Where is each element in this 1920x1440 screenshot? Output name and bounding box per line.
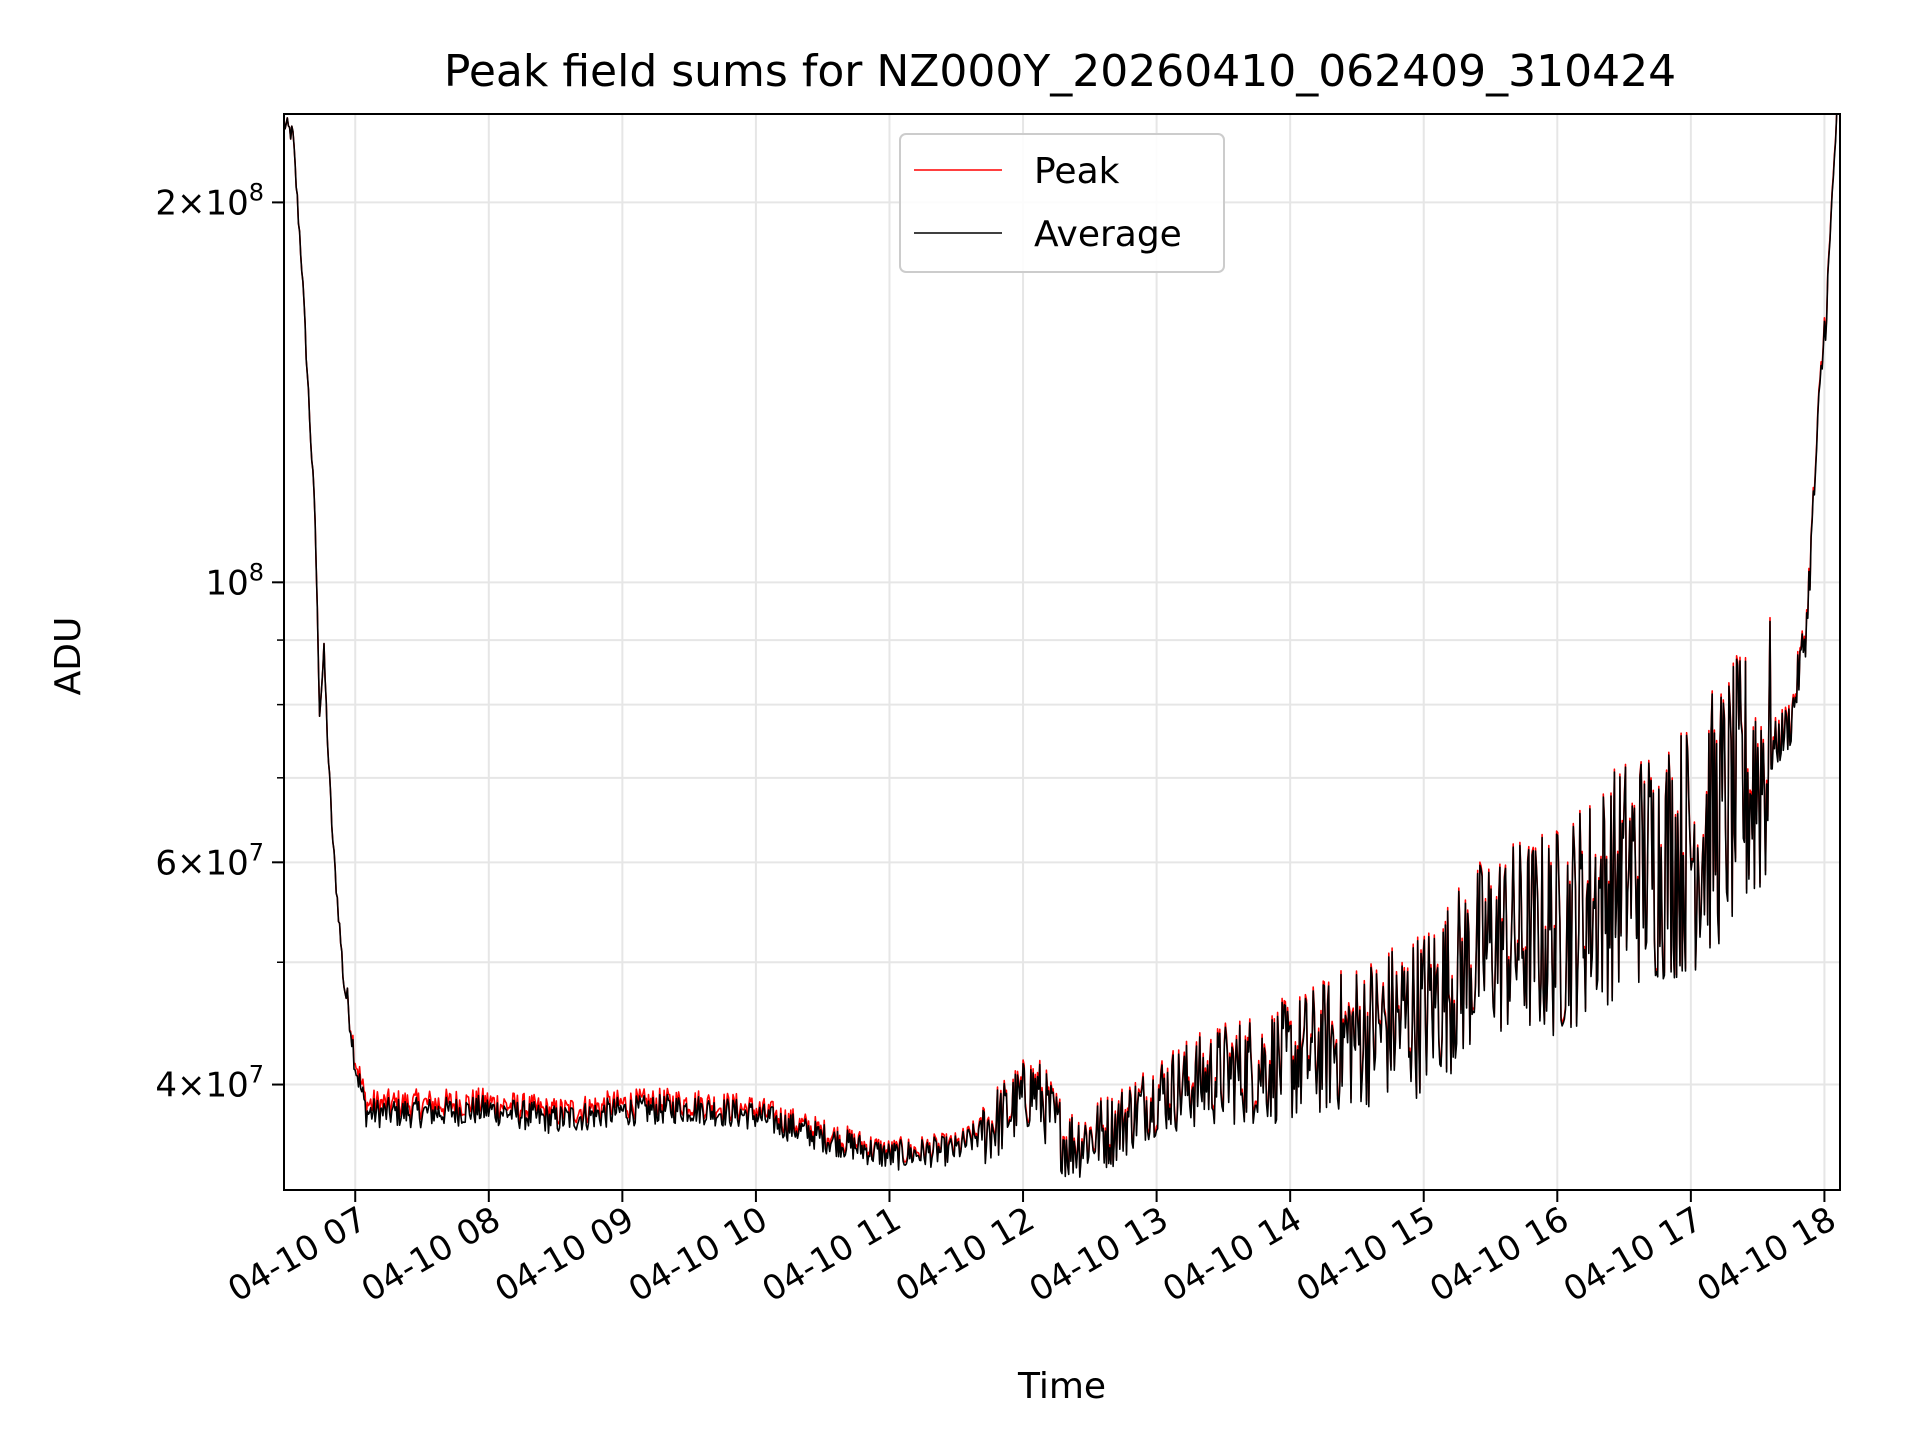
y-axis-label: ADU <box>48 617 89 696</box>
x-axis-label: Time <box>1017 1366 1106 1407</box>
series-lines <box>283 113 1840 1178</box>
plot-frame <box>283 113 1841 1191</box>
legend-label-average: Average <box>1034 214 1182 255</box>
chart-title: Peak field sums for NZ000Y_20260410_0624… <box>444 46 1676 97</box>
series-line-average <box>283 113 1840 1178</box>
y-axis-ticks: 4×107 6×107 108 2×108 <box>155 178 284 1106</box>
legend: Peak Average <box>899 133 1225 273</box>
y-tick-label: 2×108 <box>155 178 264 223</box>
y-tick-label: 6×107 <box>155 838 264 883</box>
y-tick-label: 4×107 <box>155 1061 264 1106</box>
legend-box <box>899 133 1225 273</box>
y-tick-label: 108 <box>205 558 264 603</box>
legend-label-peak: Peak <box>1034 151 1120 192</box>
grid <box>284 114 1840 1190</box>
